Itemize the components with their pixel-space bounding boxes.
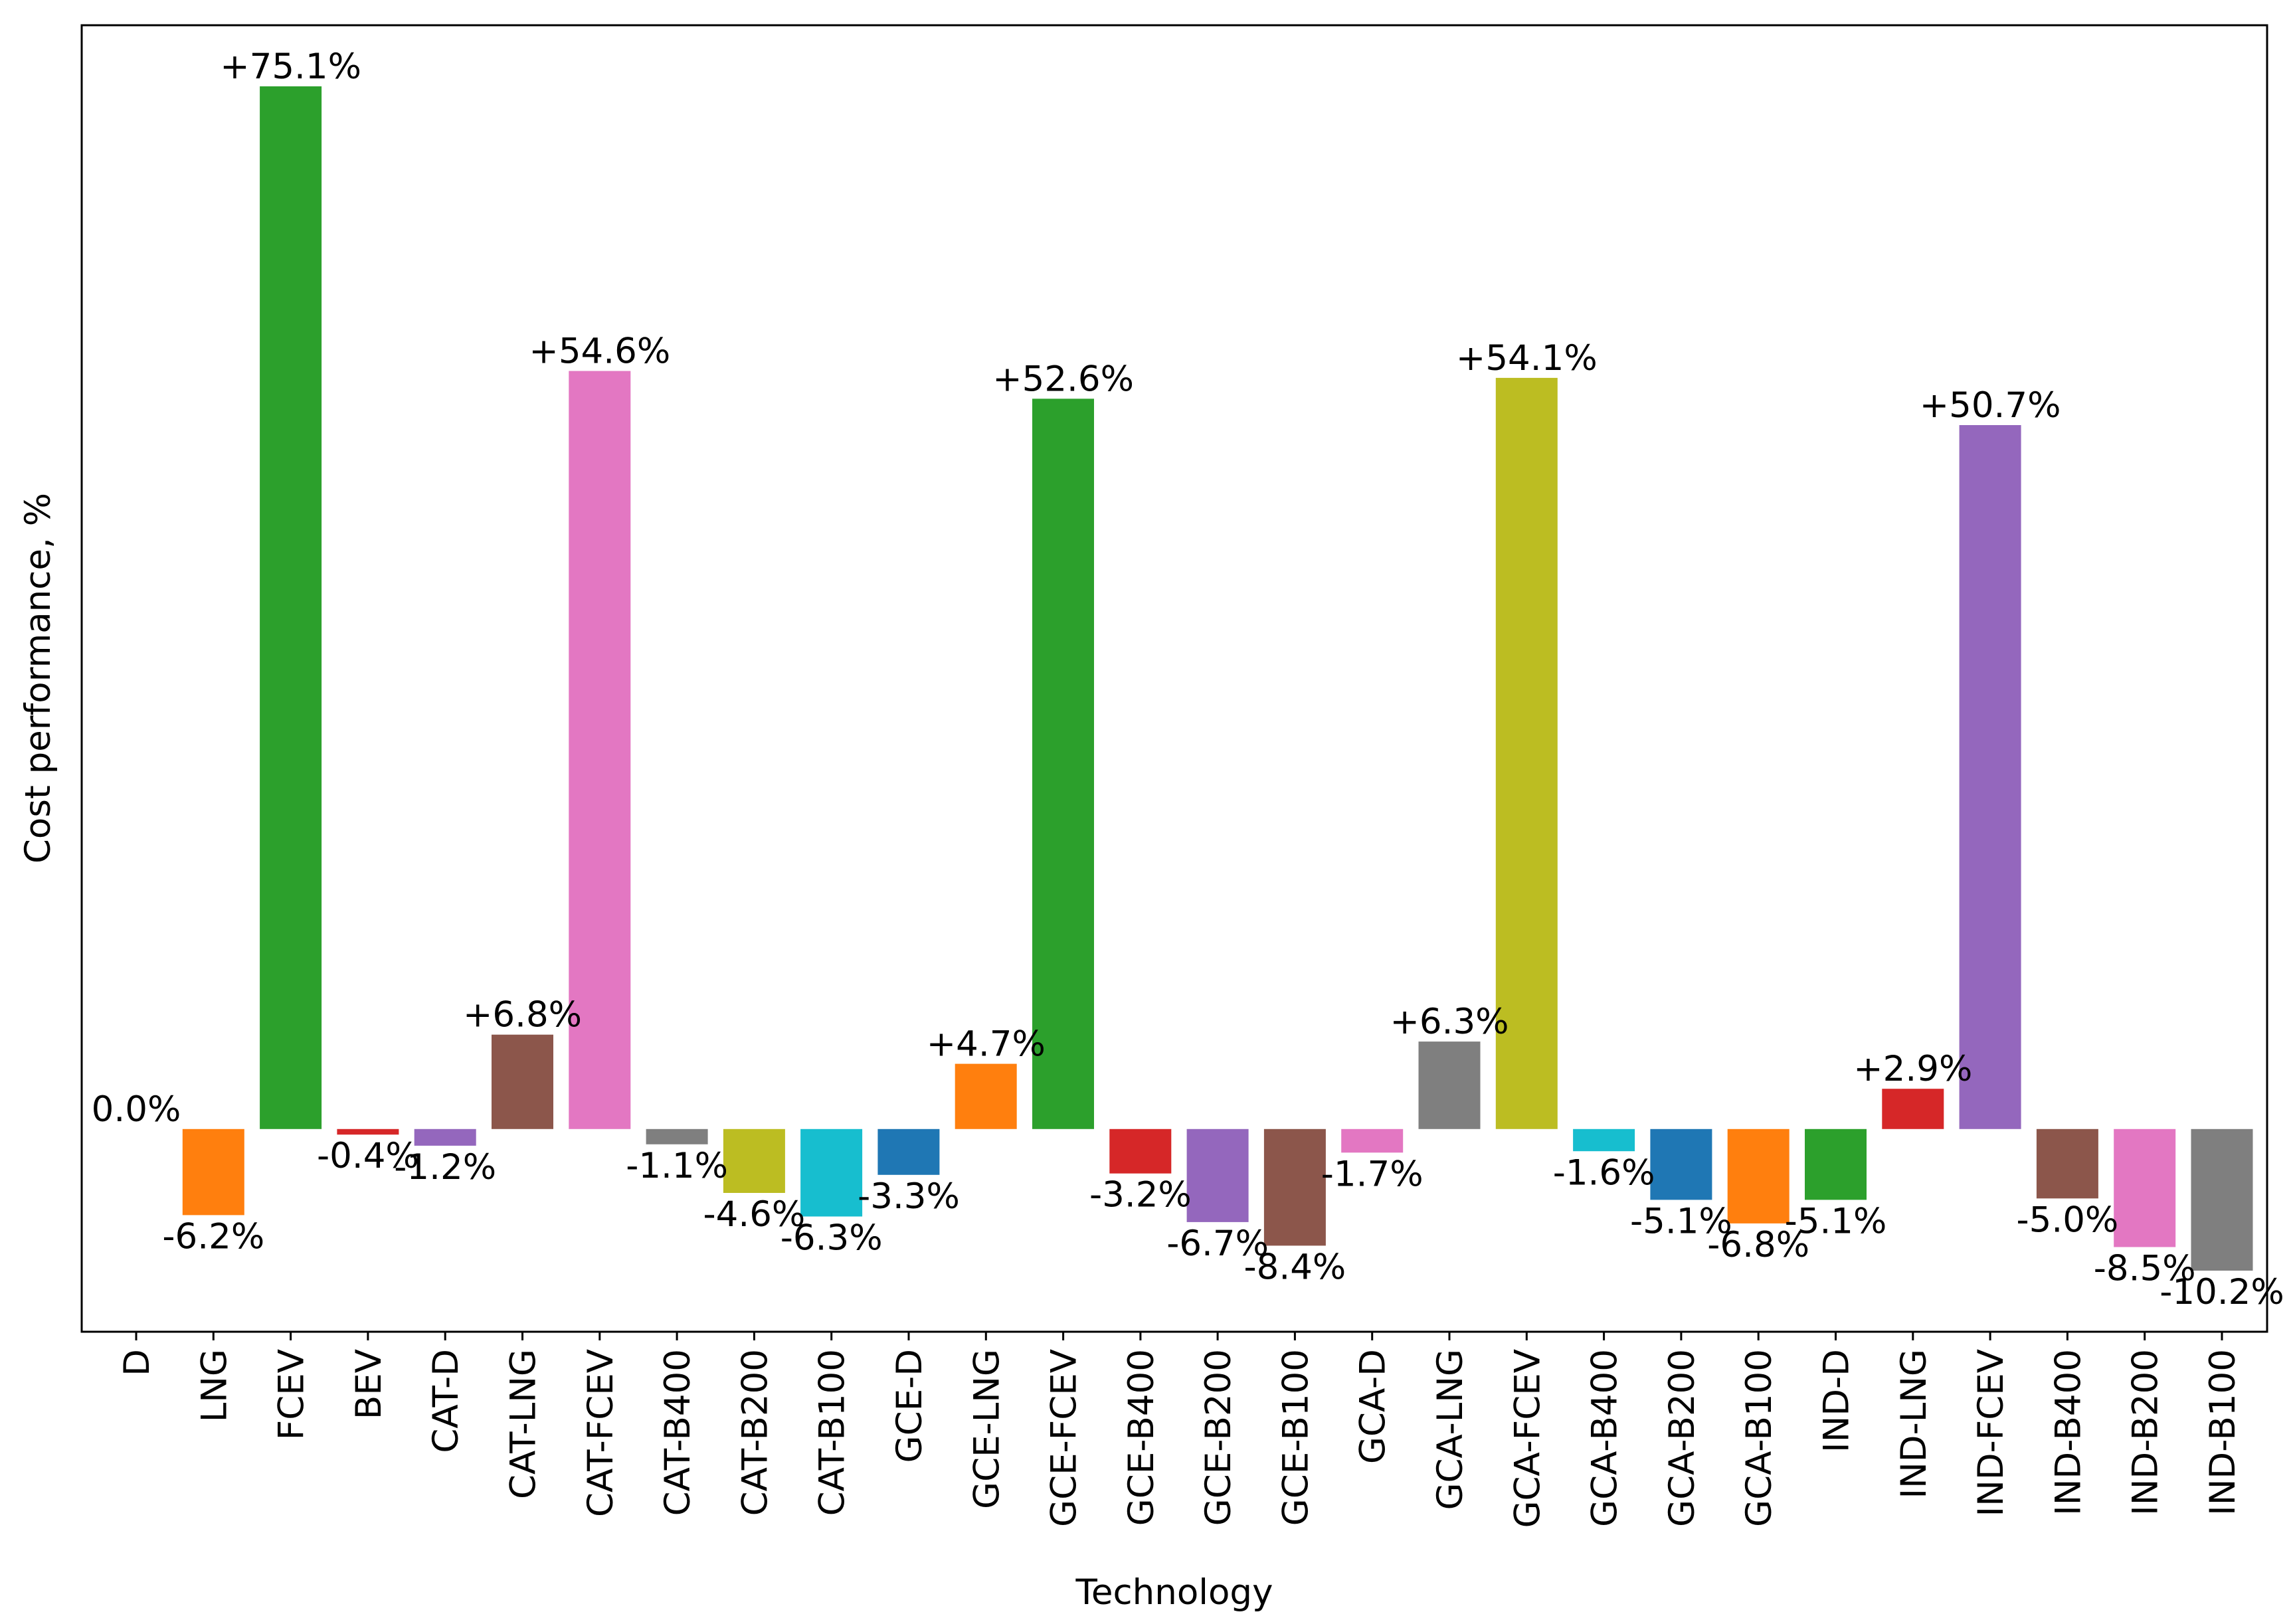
bar-value-label: -3.2% (1089, 1175, 1192, 1216)
bar-value-label: -6.2% (162, 1216, 264, 1257)
bar-gca-lng (1418, 1041, 1481, 1129)
bar-ind-b200 (2114, 1128, 2176, 1247)
x-tick-label-ind-lng: IND-LNG (1894, 1349, 1934, 1498)
x-tick-label-cat-d: CAT-D (426, 1349, 466, 1453)
x-tick-label-lng: LNG (194, 1349, 234, 1422)
bar-value-label: -6.8% (1707, 1225, 1809, 1265)
x-tick-label-ind-b200: IND-B200 (2126, 1349, 2166, 1516)
bar-ind-lng (1882, 1089, 1944, 1129)
bar-value-label: -8.5% (2094, 1249, 2196, 1289)
bar-value-label: -1.1% (626, 1146, 728, 1186)
bar-labels-group: 0.0% -6.2% +75.1% -0.4%-1.2% +6.8% +54.6% -1.1… (92, 46, 2284, 1312)
x-tick-label-gce-lng: GCE-LNG (966, 1349, 1007, 1509)
x-axis-label: Technology (1075, 1572, 1273, 1613)
y-axis-label: Cost performance, % (18, 493, 58, 863)
bar-gca-b400 (1573, 1128, 1635, 1152)
bar-value-label: +54.6% (529, 331, 670, 372)
bar-value-label: -6.3% (780, 1218, 883, 1259)
x-tick-label-gce-d: GCE-D (889, 1349, 930, 1463)
bar-value-label: -5.0% (2017, 1200, 2119, 1240)
bar-value-label: -5.1% (1785, 1201, 1887, 1241)
bar-cat-d (414, 1128, 476, 1146)
bar-value-label: -10.2% (2159, 1272, 2284, 1312)
x-tick-label-ind-b100: IND-B100 (2203, 1349, 2243, 1516)
x-tick-label-ind-b400: IND-B400 (2048, 1349, 2088, 1516)
bar-value-label: +54.1% (1456, 338, 1598, 379)
bar-cat-b100 (800, 1128, 863, 1217)
bar-value-label: +2.9% (1853, 1049, 1972, 1089)
bar-ind-b100 (2191, 1128, 2253, 1271)
x-tick-label-gca-fcev: GCA-FCEV (1507, 1349, 1548, 1528)
x-tick-label-cat-fcev: CAT-FCEV (581, 1349, 621, 1517)
bar-value-label: -1.2% (394, 1147, 496, 1188)
bar-value-label: -1.6% (1553, 1152, 1655, 1193)
x-tick-label-cat-lng: CAT-LNG (504, 1349, 544, 1499)
x-tick-label-ind-d: IND-D (1817, 1349, 1857, 1453)
bar-value-label: 0.0% (92, 1089, 181, 1130)
x-tick-label-gca-lng: GCA-LNG (1430, 1349, 1471, 1510)
bar-value-label: +75.1% (220, 46, 361, 87)
bar-lng (182, 1128, 244, 1216)
bar-gce-lng (955, 1063, 1017, 1129)
bar-gce-b400 (1109, 1128, 1172, 1174)
bar-value-label: +50.7% (1920, 385, 2061, 426)
x-tick-label-gca-b400: GCA-B400 (1585, 1349, 1625, 1527)
bar-value-label: -6.7% (1166, 1223, 1269, 1264)
bar-value-label: -8.4% (1244, 1247, 1346, 1287)
x-tick-label-bev: BEV (349, 1349, 389, 1419)
bar-value-label: +6.8% (463, 995, 582, 1036)
bar-gca-fcev (1495, 377, 1558, 1129)
x-tick-label-cat-b400: CAT-B400 (658, 1349, 698, 1516)
bar-value-label: +52.6% (992, 359, 1134, 399)
bars-group (182, 86, 2253, 1271)
bar-value-label: -5.1% (1630, 1201, 1732, 1241)
bar-value-label: -1.7% (1321, 1154, 1423, 1194)
bar-gce-b100 (1263, 1128, 1326, 1246)
bar-gce-b200 (1186, 1128, 1249, 1222)
bar-ind-d (1805, 1128, 1867, 1200)
bar-value-label: -3.3% (858, 1176, 960, 1217)
bar-gce-fcev (1032, 399, 1094, 1129)
bar-gce-d (877, 1128, 940, 1175)
bar-value-label: -4.6% (703, 1194, 806, 1235)
x-tick-label-gca-b100: GCA-B100 (1739, 1349, 1780, 1527)
bar-bev (337, 1128, 399, 1135)
x-tick-label-fcev: FCEV (272, 1349, 312, 1440)
x-tick-label-ind-fcev: IND-FCEV (1971, 1349, 2011, 1516)
bar-value-label: +6.3% (1390, 1002, 1509, 1042)
bar-gca-d (1341, 1128, 1404, 1153)
bar-gca-b100 (1727, 1128, 1790, 1223)
x-tick-label-d: D (117, 1349, 157, 1376)
x-tick-label-gce-b100: GCE-B100 (1275, 1349, 1316, 1526)
bar-fcev (260, 86, 322, 1129)
x-tick-label-gce-b400: GCE-B400 (1121, 1349, 1162, 1526)
plot-frame (80, 24, 2268, 1333)
x-tick-label-gca-d: GCA-D (1353, 1349, 1394, 1464)
x-tick-label-gce-fcev: GCE-FCEV (1044, 1349, 1085, 1527)
x-tick-label-gca-b200: GCA-B200 (1662, 1349, 1702, 1527)
x-ticks-group: D LNG FCEV BEV CAT-D CAT-LNG CAT-FCEV CAT-B400 C… (117, 1332, 2243, 1528)
x-tick-label-cat-b100: CAT-B100 (812, 1349, 853, 1516)
bar-cat-lng (492, 1034, 553, 1129)
bar-value-label: -0.4% (317, 1136, 419, 1176)
x-tick-label-cat-b200: CAT-B200 (735, 1349, 775, 1516)
x-tick-label-gce-b200: GCE-B200 (1198, 1349, 1239, 1526)
bar-ind-b400 (2036, 1128, 2098, 1199)
bar-ind-fcev (1959, 425, 2021, 1129)
bar-cat-b200 (723, 1128, 785, 1193)
bar-cat-fcev (569, 371, 631, 1129)
bar-gca-b200 (1650, 1128, 1712, 1200)
bar-value-label: +4.7% (927, 1024, 1046, 1065)
bar-cat-b400 (646, 1128, 708, 1144)
